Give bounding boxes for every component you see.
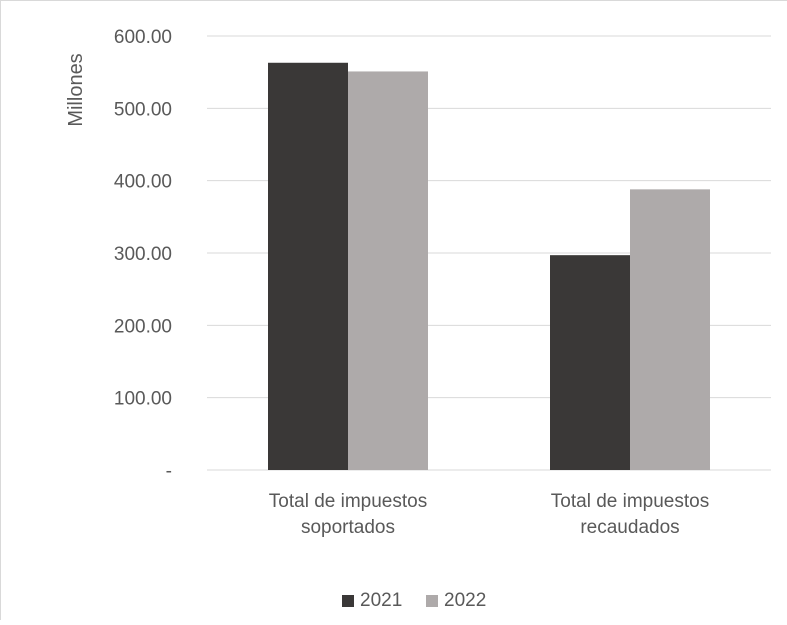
y-tick-label: 300.00 — [114, 244, 172, 265]
y-tick-label: 400.00 — [114, 172, 172, 193]
legend: 2021 2022 — [342, 590, 486, 611]
frame-border-left — [0, 0, 1, 620]
y-tick-label: - — [166, 461, 172, 482]
bars — [268, 62, 710, 471]
x-category-label: Total de impuestos soportados — [269, 491, 427, 538]
legend-label-2022: 2022 — [444, 590, 486, 611]
axes: - 100.00 200.00 300.00 400.00 500.00 600.00 Tot… — [114, 27, 709, 538]
y-tick-label: 600.00 — [114, 27, 172, 48]
bar-2022-0 — [348, 71, 428, 471]
x-category-label: Total de impuestos recaudados — [551, 491, 709, 538]
legend-swatch-2021 — [342, 595, 354, 607]
frame-border-top — [0, 0, 787, 1]
legend-swatch-2022 — [426, 595, 438, 607]
y-tick-label: 500.00 — [114, 99, 172, 120]
bar-2021-0 — [268, 62, 348, 470]
legend-label-2021: 2021 — [360, 590, 402, 611]
y-tick-label: 200.00 — [114, 316, 172, 337]
bar-2021-1 — [550, 255, 630, 470]
y-tick-label: 100.00 — [114, 389, 172, 410]
bar-2022-1 — [630, 189, 710, 470]
y-axis-title: Millones — [65, 53, 87, 126]
